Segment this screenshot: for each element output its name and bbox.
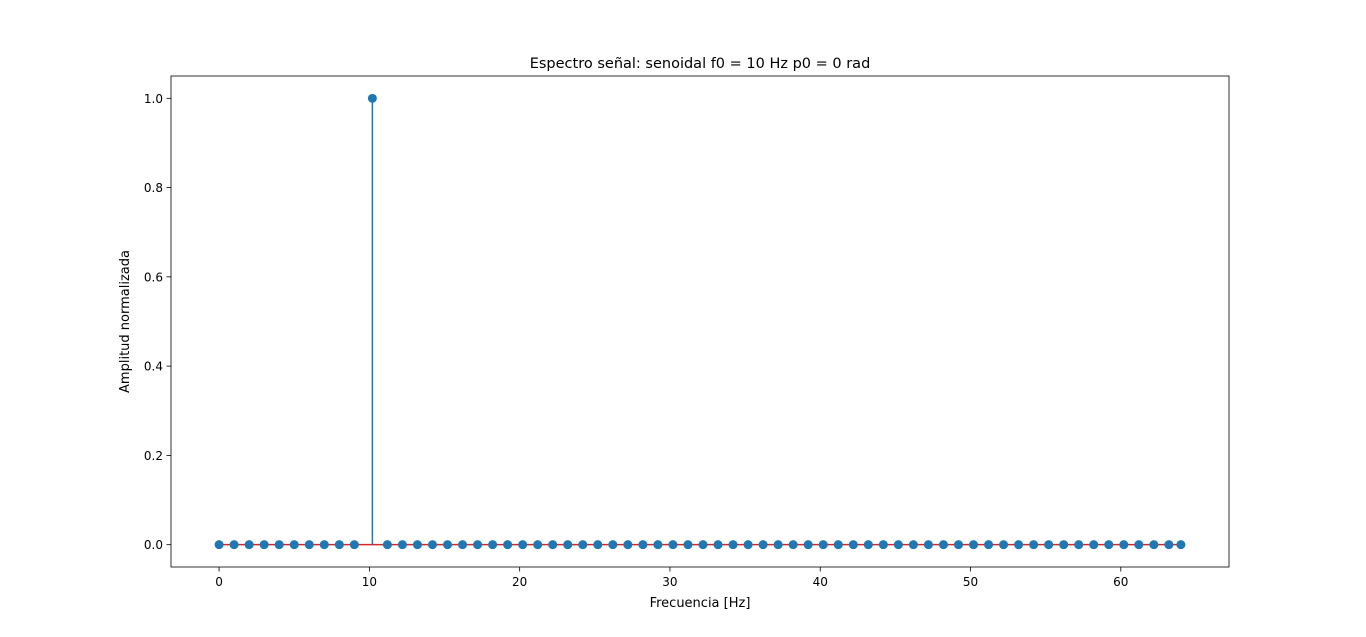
stem-marker [623,540,633,550]
stem-marker [999,540,1009,550]
stem-marker [319,540,329,550]
y-tick-label: 0.6 [144,270,163,284]
stem-marker [488,540,498,550]
chart-title: Espectro señal: senoidal f0 = 10 Hz p0 =… [530,56,871,72]
stem-marker [473,540,483,550]
stem-marker [969,540,979,550]
stem-marker [1119,540,1129,550]
stem-marker [289,540,299,550]
stem-marker [304,540,314,550]
stem-marker [773,540,783,550]
stem-marker [1044,540,1054,550]
stem-marker [274,540,284,550]
stem-marker [214,540,224,550]
stem-marker [367,93,377,103]
stem-marker [578,540,588,550]
stem-marker [938,540,948,550]
y-tick-label: 0.4 [144,360,163,374]
stem-marker [743,540,753,550]
x-tick-label: 60 [1113,575,1128,589]
stem-marker [1074,540,1084,550]
stem-marker [953,540,963,550]
stem-marker [593,540,603,550]
stem-marker [349,540,359,550]
stem-marker [848,540,858,550]
stem-marker [503,540,513,550]
stem-marker [758,540,768,550]
x-tick-label: 30 [662,575,677,589]
y-axis-ticks: 0.0 0.2 0.4 0.6 0.8 1.0 [144,92,171,552]
stem-marker [863,540,873,550]
stem-marker [818,540,828,550]
stem-marker [533,540,543,550]
stem-marker [1029,540,1039,550]
stem-marker [923,540,933,550]
y-tick-label: 1.0 [144,92,163,106]
x-tick-label: 10 [362,575,377,589]
stem-marker [1104,540,1114,550]
stem-marker [683,540,693,550]
stem-marker [334,540,344,550]
stem-marker [518,540,528,550]
stem-marker [728,540,738,550]
y-tick-label: 0.8 [144,181,163,195]
y-tick-label: 0.0 [144,538,163,552]
x-tick-label: 20 [512,575,527,589]
stem-marker [698,540,708,550]
stem-marker [382,540,392,550]
stem-marker [788,540,798,550]
stem-marker [1134,540,1144,550]
stem-marker [427,540,437,550]
y-axis-label: Amplitud normalizada [118,250,133,393]
stem-marker [803,540,813,550]
stem-marker [668,540,678,550]
stem-marker [878,540,888,550]
stem-marker [1089,540,1099,550]
y-tick-label: 0.2 [144,449,163,463]
stem-marker [608,540,618,550]
stem-marker [443,540,453,550]
stem-marker [397,540,407,550]
stem-marker [229,540,239,550]
stem-marker [1059,540,1069,550]
stem-marker [244,540,254,550]
stem-marker [1176,540,1186,550]
stem-marker [893,540,903,550]
stem-marker [259,540,269,550]
stem-marker [653,540,663,550]
stem-marker [638,540,648,550]
plot-frame [170,75,1230,568]
stem-marker [713,540,723,550]
stem-marker [548,540,558,550]
stem-marker [412,540,422,550]
stem-marker [1149,540,1159,550]
stem-marker [458,540,468,550]
stem-marker [1164,540,1174,550]
x-tick-label: 40 [813,575,828,589]
stem-marker [833,540,843,550]
markers-layer [214,93,1186,550]
stem-marker [984,540,994,550]
x-axis-ticks: 0 10 20 30 40 50 60 [215,567,1128,589]
stem-marker [563,540,573,550]
stem-marker [908,540,918,550]
x-tick-label: 50 [963,575,978,589]
x-tick-label: 0 [215,575,223,589]
plot-area [171,76,1229,567]
x-axis-label: Frecuencia [Hz] [650,596,751,611]
stem-marker [1014,540,1024,550]
